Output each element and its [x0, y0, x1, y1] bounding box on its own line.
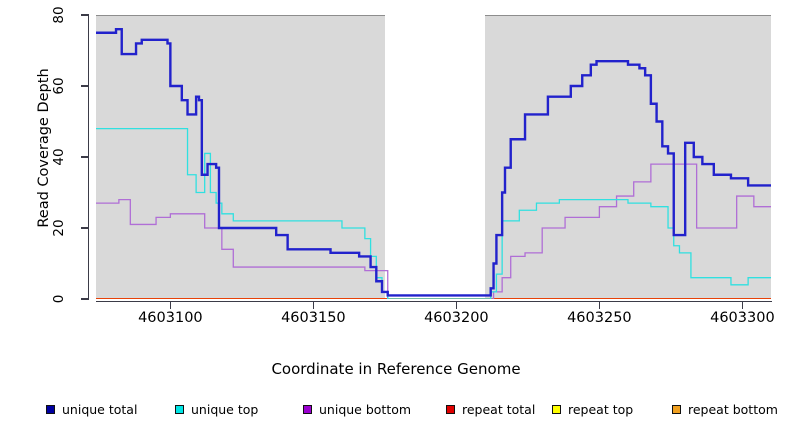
y-tick-label: 80	[51, 6, 67, 24]
legend-swatch-icon	[303, 404, 312, 414]
y-tick-label: 60	[51, 77, 67, 95]
legend-swatch-icon	[672, 404, 681, 414]
x-tick	[455, 301, 458, 309]
legend-label: unique top	[191, 401, 259, 417]
x-tick-label: 4603100	[138, 310, 203, 326]
legend-label: repeat top	[568, 401, 634, 417]
x-tick-label: 4603200	[424, 310, 489, 326]
y-tick	[81, 227, 89, 229]
series-unique-bottom	[96, 163, 771, 299]
x-tick	[598, 301, 601, 309]
legend-swatch-icon	[175, 404, 184, 414]
legend-item-unique-top[interactable]: unique top	[175, 402, 258, 417]
x-tick-label: 4603300	[710, 310, 775, 326]
legend-swatch-icon	[552, 404, 561, 414]
legend-item-repeat-top[interactable]: repeat top	[552, 402, 633, 417]
y-tick	[81, 85, 89, 87]
x-axis-title: Coordinate in Reference Genome	[271, 360, 521, 378]
x-tick	[741, 301, 744, 309]
y-tick-label-wrap: 0	[44, 291, 74, 307]
legend-item-unique-total[interactable]: unique total	[46, 402, 137, 417]
y-tick-label: 20	[51, 219, 67, 237]
y-tick	[81, 14, 89, 16]
legend-swatch-icon	[46, 404, 55, 414]
x-tick-label: 4603250	[567, 310, 632, 326]
legend-item-repeat-bottom[interactable]: repeat bottom	[672, 402, 778, 417]
legend-label: repeat total	[462, 401, 536, 417]
legend-item-repeat-total[interactable]: repeat total	[446, 402, 535, 417]
legend-label: repeat bottom	[688, 401, 778, 417]
y-tick-label-wrap: 80	[44, 6, 74, 23]
legend: unique total unique top unique bottom repea…	[0, 398, 792, 420]
y-axis-title: Read Coverage Depth	[36, 68, 52, 228]
y-tick	[81, 298, 89, 300]
y-tick-label: 0	[51, 294, 67, 304]
x-tick	[312, 301, 315, 309]
plot-area	[96, 15, 771, 299]
y-tick-label-wrap: 20	[44, 219, 74, 236]
x-axis-line	[96, 300, 772, 302]
legend-item-unique-bottom[interactable]: unique bottom	[303, 402, 411, 417]
legend-label: unique total	[62, 401, 138, 417]
legend-label: unique bottom	[319, 401, 412, 417]
series-canvas	[96, 28, 771, 299]
y-tick	[81, 156, 89, 158]
series-unique-total	[96, 28, 771, 297]
y-tick-label-wrap: 40	[44, 148, 74, 165]
x-tick	[169, 301, 172, 309]
legend-swatch-icon	[446, 404, 455, 414]
x-tick-label: 4603150	[281, 310, 346, 326]
y-tick-label-wrap: 60	[44, 77, 74, 94]
y-tick-label: 40	[51, 148, 67, 166]
